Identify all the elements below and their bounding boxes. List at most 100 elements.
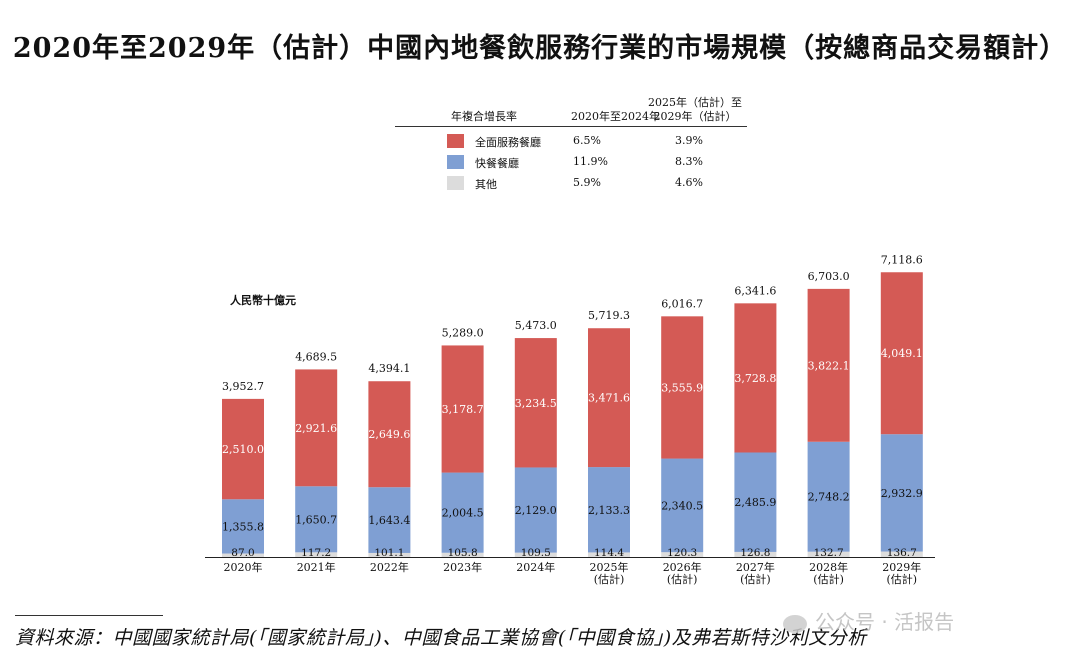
data-label-others: 114.4 <box>594 547 624 559</box>
cagr-2025-2029: 3.9% <box>675 134 703 147</box>
source-rule <box>15 615 163 616</box>
bar-segment-fast-food <box>661 458 704 553</box>
x-tick-label: 2029年 <box>882 560 921 574</box>
bar-segment-others <box>880 551 923 557</box>
watermark-text: 公众号 · 活报告 <box>815 610 955 634</box>
data-label-fast-food: 2,340.5 <box>661 499 703 512</box>
cagr-col2-header: 2025年（估計）至 2029年（估計） <box>640 96 750 124</box>
watermark: 公众号 · 活报告 <box>783 606 954 635</box>
bar-segment-full-service <box>807 288 850 442</box>
data-label-full-service: 2,510.0 <box>222 443 264 456</box>
bar-segment-others <box>368 552 411 557</box>
cagr-2020-2024: 5.9% <box>573 176 601 189</box>
bar-segment-others <box>588 552 630 557</box>
data-label-others: 109.5 <box>521 547 551 559</box>
bar-segment-fast-food <box>368 487 411 553</box>
bar-segment-others <box>661 552 704 557</box>
source-note: 資料來源：中國國家統計局(「國家統計局」)、中國食品工業協會(「中國食協」)及弗… <box>15 627 867 649</box>
data-label-full-service: 3,471.6 <box>588 392 630 405</box>
data-label-full-service: 2,649.6 <box>368 428 410 441</box>
data-label-full-service: 2,921.6 <box>295 422 337 435</box>
x-tick-label: 2028年 <box>809 560 848 574</box>
bar-segment-others <box>222 553 264 557</box>
x-tick-label: 2025年 <box>590 560 629 574</box>
cagr-2020-2024: 6.5% <box>573 134 601 147</box>
x-tick-label: 2023年 <box>443 560 482 574</box>
legend-swatch-others <box>447 176 464 190</box>
data-label-others: 101.1 <box>374 547 404 559</box>
bar-segment-full-service <box>441 345 484 473</box>
bar-segment-fast-food <box>295 486 338 553</box>
x-tick-label: (估計) <box>667 572 698 586</box>
bar-segment-others <box>441 552 484 557</box>
data-label-others: 132.7 <box>814 547 844 559</box>
data-label-total: 4,689.5 <box>295 350 337 363</box>
bar-segment-full-service <box>661 316 704 459</box>
data-label-others: 126.8 <box>740 547 770 559</box>
bar-segment-full-service <box>734 303 777 453</box>
cagr-legend-table: 年複合增長率 2020年至2024年 2025年（估計）至 2029年（估計） … <box>395 90 747 191</box>
bar-segment-others <box>295 552 338 557</box>
bar-segment-full-service <box>222 398 264 500</box>
data-label-others: 136.7 <box>887 547 917 559</box>
bar-segment-fast-food <box>734 452 777 552</box>
data-label-full-service: 3,555.9 <box>661 381 703 394</box>
bar-segment-fast-food <box>880 434 923 552</box>
bar-segment-full-service <box>368 381 411 488</box>
cagr-header-label: 年複合增長率 <box>451 110 517 123</box>
bar-segment-fast-food <box>222 499 264 554</box>
data-label-others: 105.8 <box>448 547 478 559</box>
legend-table-rule <box>395 126 747 127</box>
bar-segment-full-service <box>880 272 923 435</box>
bar-segment-fast-food <box>807 441 850 552</box>
cagr-2020-2024: 11.9% <box>573 155 608 168</box>
cagr-col1-header: 2020年至2024年 <box>571 110 660 123</box>
bar-segment-fast-food <box>514 467 557 553</box>
data-label-fast-food: 2,129.0 <box>515 504 557 517</box>
data-label-others: 117.2 <box>301 547 331 559</box>
data-label-fast-food: 2,748.2 <box>808 491 850 504</box>
cagr-2025-2029: 4.6% <box>675 176 703 189</box>
cagr-col2-header-line1: 2025年（估計）至 <box>648 96 742 109</box>
legend-name: 全面服務餐廳 <box>475 136 541 149</box>
data-label-full-service: 3,728.8 <box>734 372 776 385</box>
bar-segment-others <box>807 551 850 557</box>
data-label-fast-food: 2,485.9 <box>734 496 776 509</box>
data-label-others: 120.3 <box>667 547 697 559</box>
legend-name: 快餐餐廳 <box>475 157 519 170</box>
bar-segment-full-service <box>295 369 338 487</box>
data-label-total: 4,394.1 <box>368 362 410 375</box>
x-tick-label: 2020年 <box>224 560 263 574</box>
cagr-2025-2029: 8.3% <box>675 155 703 168</box>
x-tick-label: 2021年 <box>297 560 336 574</box>
data-label-fast-food: 2,932.9 <box>881 487 923 500</box>
cagr-col2-header-line2: 2029年（估計） <box>653 110 737 123</box>
data-label-total: 6,341.6 <box>734 284 776 297</box>
data-label-others: 87.0 <box>231 547 254 559</box>
x-tick-label: (估計) <box>887 572 918 586</box>
data-label-full-service: 4,049.1 <box>881 347 923 360</box>
x-tick-label: 2026年 <box>663 560 702 574</box>
data-label-fast-food: 2,004.5 <box>442 507 484 520</box>
legend-name: 其他 <box>475 178 497 191</box>
data-label-fast-food: 1,643.4 <box>368 514 410 527</box>
data-label-fast-food: 2,133.3 <box>588 504 630 517</box>
x-tick-label: 2024年 <box>516 560 555 574</box>
data-label-total: 6,703.0 <box>808 270 850 283</box>
wechat-icon <box>783 614 807 633</box>
bar-segment-fast-food <box>588 467 630 553</box>
bar-segment-others <box>734 551 777 557</box>
unit-label: 人民幣十億元 <box>230 294 296 307</box>
data-label-total: 3,952.7 <box>222 380 264 393</box>
x-tick-label: (估計) <box>813 572 844 586</box>
legend-row-fast-food: 快餐餐廳 11.9% 8.3% <box>395 153 747 171</box>
legend-row-full-service: 全面服務餐廳 6.5% 3.9% <box>395 132 747 150</box>
data-label-total: 7,118.6 <box>881 253 923 266</box>
legend-table-header: 年複合增長率 2020年至2024年 2025年（估計）至 2029年（估計） <box>395 90 747 126</box>
data-label-fast-food: 1,355.8 <box>222 520 264 533</box>
data-label-total: 5,719.3 <box>588 309 630 322</box>
legend-swatch-fast-food <box>447 155 464 169</box>
data-label-full-service: 3,234.5 <box>515 397 557 410</box>
data-label-fast-food: 1,650.7 <box>295 513 337 526</box>
